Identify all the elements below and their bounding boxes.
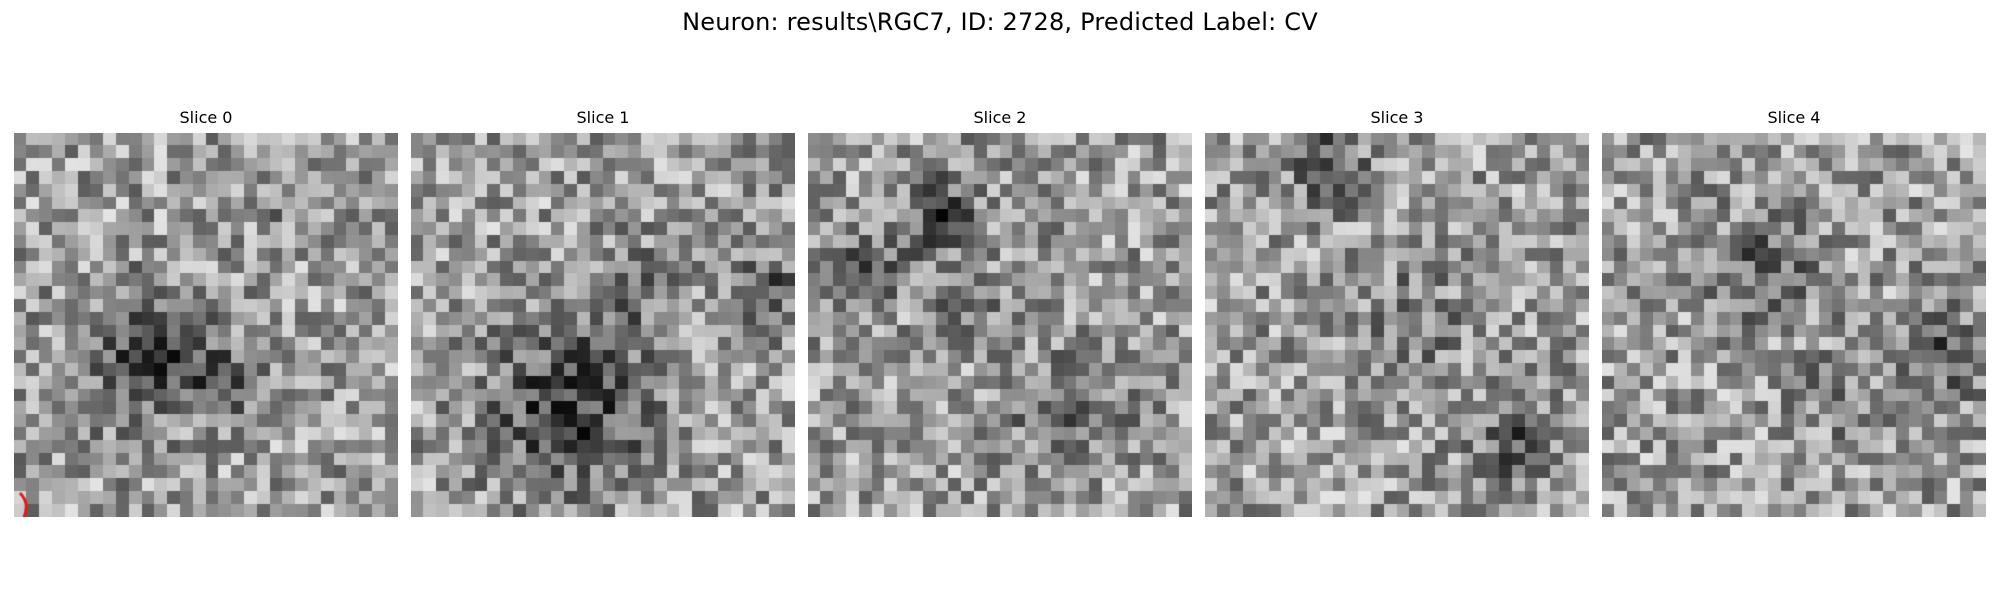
slice-panel-2: Slice 2: [808, 108, 1192, 518]
slice-title: Slice 0: [14, 108, 398, 127]
slice-heatmap: [808, 133, 1192, 517]
slice-title: Slice 3: [1205, 108, 1589, 127]
slice-panel-3: Slice 3: [1205, 108, 1589, 518]
slice-heatmap: [1602, 133, 1986, 517]
slice-title: Slice 4: [1602, 108, 1986, 127]
slice-panels: Slice 0 Slice 1 Slice 2 Slice 3 Slice 4: [14, 108, 1986, 518]
slice-panel-1: Slice 1: [411, 108, 795, 518]
slice-heatmap: [1205, 133, 1589, 517]
slice-heatmap: [411, 133, 795, 517]
slice-panel-4: Slice 4: [1602, 108, 1986, 518]
figure-title: Neuron: results\RGC7, ID: 2728, Predicte…: [0, 8, 2000, 36]
slice-heatmap: [14, 133, 398, 517]
slice-title: Slice 1: [411, 108, 795, 127]
slice-title: Slice 2: [808, 108, 1192, 127]
slice-panel-0: Slice 0: [14, 108, 398, 518]
